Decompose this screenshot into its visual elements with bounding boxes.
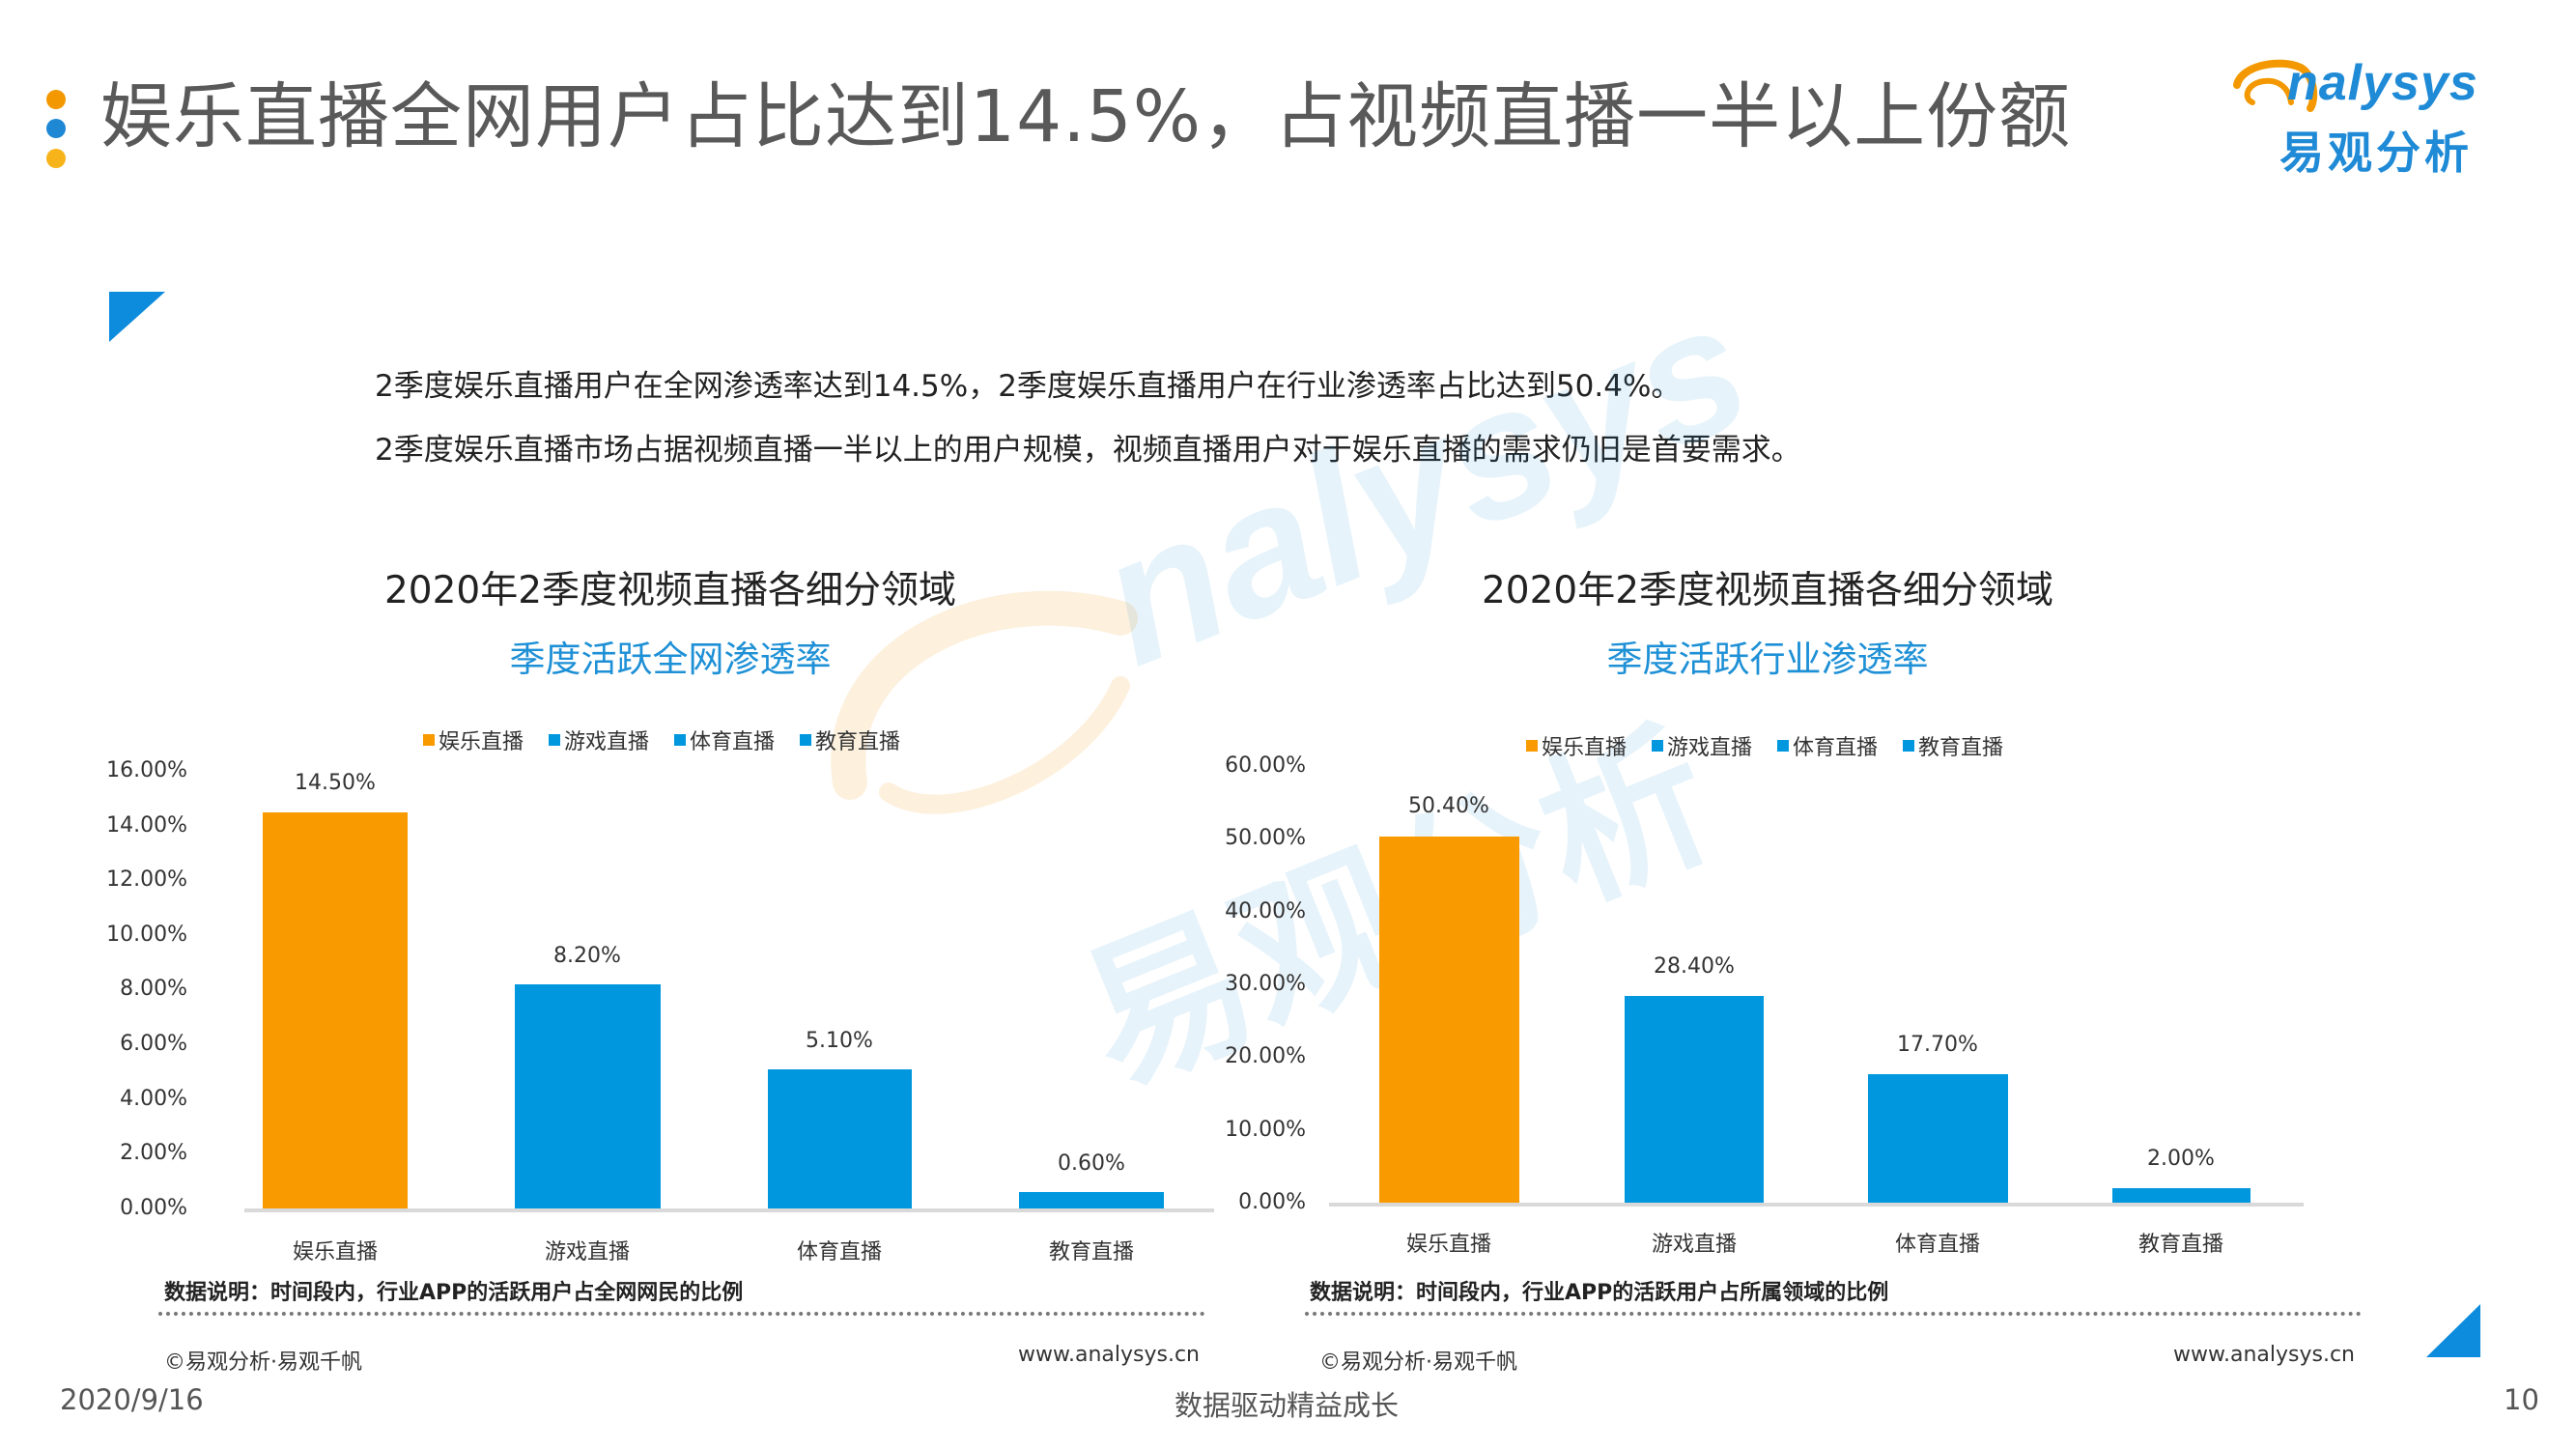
legend-swatch-orange: [423, 734, 435, 746]
corner-triangle-icon: [2426, 1304, 2480, 1357]
value-label: 17.70%: [1897, 1033, 1978, 1057]
summary-line-2: 2季度娱乐直播市场占据视频直播一半以上的用户规模，视频直播用户对于娱乐直播的需求…: [375, 433, 1801, 468]
value-label: 0.60%: [1058, 1151, 1125, 1176]
value-label: 8.20%: [553, 944, 621, 968]
bar-sports: [1868, 1074, 2008, 1203]
page-number: 10: [2504, 1383, 2539, 1416]
legend-item-entertainment: 娱乐直播: [1526, 730, 1627, 761]
y-tick: 0.00%: [120, 1196, 187, 1220]
logo-text-en: nalysys: [2287, 55, 2478, 111]
logo-swoosh-icon: [2233, 59, 2318, 112]
legend-swatch-blue: [1903, 740, 1915, 752]
category-label: 教育直播: [2137, 1233, 2223, 1257]
legend-item-education: 教育直播: [800, 724, 900, 755]
category-label: 娱乐直播: [1405, 1233, 1491, 1257]
value-label: 28.40%: [1654, 954, 1735, 979]
divider-dotted: [158, 1312, 1205, 1316]
y-tick: 16.00%: [106, 758, 187, 782]
value-label: 5.10%: [806, 1029, 873, 1053]
page-title: 娱乐直播全网用户占比达到14.5%，占视频直播一半以上份额: [100, 75, 2072, 158]
decor-dot-blue: [46, 119, 66, 138]
value-label: 2.00%: [2147, 1147, 2215, 1171]
logo-text-cn: 易观分析: [2279, 127, 2473, 179]
right-chart-copyright: ©易观分析·易观千帆: [1319, 1350, 1517, 1375]
footer-slogan: 数据驱动精益成长: [1175, 1389, 1400, 1422]
y-tick: 6.00%: [120, 1032, 187, 1056]
legend-swatch-blue: [1777, 740, 1790, 752]
bar-education: [1019, 1192, 1164, 1208]
legend-item-entertainment: 娱乐直播: [423, 724, 524, 755]
right-chart-title: 2020年2季度视频直播各细分领域: [1481, 569, 2054, 612]
left-chart-note: 数据说明：时间段内，行业APP的活跃用户占全网网民的比例: [164, 1281, 744, 1305]
bar-entertainment: [263, 812, 408, 1208]
right-chart-subtitle: 季度活跃行业渗透率: [1606, 639, 1929, 680]
y-tick: 8.00%: [120, 977, 187, 1001]
category-label: 游戏直播: [544, 1240, 630, 1264]
left-chart-subtitle: 季度活跃全网渗透率: [509, 639, 832, 680]
footer-date: 2020/9/16: [60, 1383, 204, 1416]
y-tick: 40.00%: [1225, 899, 1306, 923]
category-label: 体育直播: [1894, 1233, 1980, 1257]
legend-swatch-blue: [549, 734, 561, 746]
y-tick: 12.00%: [106, 867, 187, 892]
y-tick: 2.00%: [120, 1141, 187, 1165]
right-chart-website: www.analysys.cn: [2173, 1343, 2355, 1367]
y-tick: 10.00%: [106, 923, 187, 947]
value-label: 14.50%: [295, 771, 376, 795]
bar-game: [1625, 996, 1764, 1203]
legend-swatch-blue: [674, 734, 687, 746]
value-label: 50.40%: [1408, 794, 1489, 818]
legend-swatch-orange: [1526, 740, 1538, 752]
y-tick: 20.00%: [1225, 1044, 1306, 1068]
x-axis-line: [1329, 1203, 2304, 1207]
right-chart-legend: 娱乐直播 游戏直播 体育直播 教育直播: [1526, 730, 2003, 761]
legend-swatch-blue: [800, 734, 812, 746]
left-chart-legend: 娱乐直播 游戏直播 体育直播 教育直播: [423, 724, 900, 755]
x-axis-line: [244, 1208, 1214, 1212]
summary-line-1: 2季度娱乐直播用户在全网渗透率达到14.5%，2季度娱乐直播用户在行业渗透率占比…: [375, 369, 1682, 404]
analysys-logo: nalysys 易观分析: [2231, 48, 2502, 184]
left-chart-copyright: ©易观分析·易观千帆: [164, 1350, 362, 1375]
bar-sports: [768, 1069, 912, 1208]
category-label: 体育直播: [796, 1240, 882, 1264]
category-label: 教育直播: [1048, 1240, 1134, 1264]
legend-item-education: 教育直播: [1903, 730, 2003, 761]
y-tick: 14.00%: [106, 813, 187, 838]
legend-item-sports: 体育直播: [1777, 730, 1878, 761]
y-tick: 4.00%: [120, 1087, 187, 1111]
category-label: 娱乐直播: [292, 1240, 378, 1264]
left-chart-website: www.analysys.cn: [1018, 1343, 1200, 1367]
decor-dot-orange: [46, 90, 66, 109]
legend-item-game: 游戏直播: [1652, 730, 1752, 761]
legend-item-game: 游戏直播: [549, 724, 649, 755]
bar-education: [2112, 1188, 2250, 1203]
y-tick: 60.00%: [1225, 753, 1306, 778]
decor-dot-yellow: [46, 149, 66, 168]
y-tick: 50.00%: [1225, 826, 1306, 850]
legend-item-sports: 体育直播: [674, 724, 775, 755]
bar-entertainment: [1379, 837, 1519, 1203]
legend-swatch-blue: [1652, 740, 1664, 752]
right-chart-note: 数据说明：时间段内，行业APP的活跃用户占所属领域的比例: [1310, 1281, 1889, 1305]
left-chart-title: 2020年2季度视频直播各细分领域: [383, 569, 957, 612]
y-tick: 0.00%: [1238, 1190, 1306, 1214]
category-label: 游戏直播: [1651, 1233, 1737, 1257]
divider-dotted: [1305, 1312, 2362, 1316]
y-tick: 10.00%: [1225, 1118, 1306, 1142]
corner-triangle-icon: [109, 292, 165, 342]
y-tick: 30.00%: [1225, 972, 1306, 996]
bar-game: [515, 984, 661, 1208]
